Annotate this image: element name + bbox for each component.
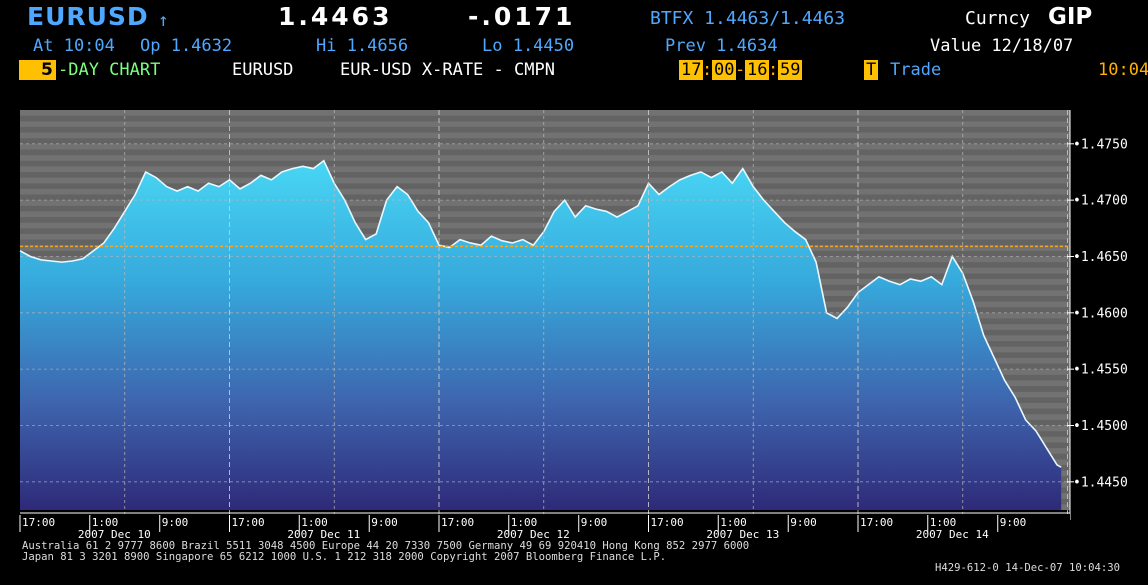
footer-line-1: Australia 61 2 9777 8600 Brazil 5511 304… [22,540,749,552]
time-label: At 10:04 [33,36,115,56]
end-minute-field[interactable]: 59 [778,60,803,80]
price-area [20,160,1062,510]
x-tick-label: 9:00 [581,516,608,529]
x-tick-label: 9:00 [1000,516,1027,529]
y-tick-label: •1.4700 [1073,194,1128,209]
x-tick-label: 9:00 [790,516,817,529]
y-tick-label: •1.4650 [1073,250,1128,265]
footer-line-2: Japan 81 3 3201 8900 Singapore 65 6212 1… [22,551,666,563]
header-row-3: 5 -DAY CHART EURUSD EUR-USD X-RATE - CMP… [0,60,1148,82]
x-tick-label: 1:00 [92,516,119,529]
footer-line-3: H429-612-0 14-Dec-07 10:04:30 [935,562,1120,574]
background-band [20,110,1070,116]
background-band [20,160,1070,167]
y-tick-label: •1.4450 [1073,475,1128,490]
x-tick-label: 1:00 [511,516,538,529]
header-row-1: EURUSD ↑ 1.4463 -.0171 BTFX 1.4463/1.446… [0,2,1148,34]
x-tick-label: 17:00 [232,516,265,529]
x-tick-label: 17:00 [651,516,684,529]
high-price: Hi 1.4656 [316,36,409,56]
days-selector[interactable]: 5 [19,60,56,80]
y-tick-label: •1.4500 [1073,419,1128,434]
background-band [20,183,1070,189]
security-type: Curncy [965,8,1031,29]
value-date: Value 12/18/07 [930,36,1074,56]
background-band [20,205,1070,212]
background-band [20,115,1070,122]
x-day-label: 2007 Dec 14 [916,528,989,541]
y-axis: •1.4450 •1.4500 •1.4550 •1.4600 •1.4650 •1.47… [1067,110,1128,520]
x-tick-label: 1:00 [301,516,328,529]
background-band [20,121,1070,127]
clock: 10:04 [1098,60,1148,80]
x-tick-label: 17:00 [860,516,893,529]
low-price: Lo 1.4450 [482,36,575,56]
start-minute-field[interactable]: 00 [712,60,737,80]
time-dash: - [735,60,746,80]
y-tick-label: •1.4600 [1073,306,1128,321]
end-hour-field[interactable]: 16 [745,60,770,80]
security-description: EUR-USD X-RATE - CMPN [340,60,555,80]
background-band [20,177,1070,184]
background-band [20,149,1070,156]
x-tick-label: 1:00 [720,516,747,529]
x-day-label: 2007 Dec 13 [706,528,779,541]
background-band [20,200,1070,206]
x-day-label: 2007 Dec 11 [287,528,360,541]
background-band [20,132,1070,139]
x-day-label: 2007 Dec 12 [497,528,570,541]
background-band [20,166,1070,172]
background-band [20,138,1070,144]
x-tick-label: 9:00 [371,516,398,529]
background-band [20,217,1070,223]
background-band [20,155,1070,161]
up-arrow-icon: ↑ [158,10,169,31]
background-band [20,126,1070,133]
x-axis-band [20,514,1070,536]
x-day-label: 2007 Dec 10 [78,528,151,541]
prev-close: Prev 1.4634 [665,36,778,56]
header-row-2: At 10:04 Op 1.4632 Hi 1.4656 Lo 1.4450 P… [0,36,1148,58]
trade-type-field[interactable]: T [864,60,879,80]
x-tick-label: 17:00 [22,516,55,529]
background-band [20,143,1070,150]
background-band [20,171,1070,178]
last-price: 1.4463 [278,2,393,31]
price-chart: •1.4450 •1.4500 •1.4550 •1.4600 •1.4650 •1.47… [19,110,1128,574]
x-tick-label: 1:00 [930,516,957,529]
background-band [20,222,1070,229]
gip-function[interactable]: GIP [1048,4,1093,30]
day-chart-label: -DAY CHART [58,60,161,80]
time-colon-2: : [768,60,779,80]
background-band [20,188,1070,195]
x-axis: 17:00 1:00 9:00 2007 Dec 10 17:00 1:00 9:00 200… [19,512,1070,541]
bid-ask-quote: BTFX 1.4463/1.4463 [650,8,846,29]
chart-ticker: EURUSD [232,60,294,80]
net-change: -.0171 [468,2,576,31]
trade-type-label: Trade [890,60,942,80]
x-tick-label: 9:00 [162,516,189,529]
background-band [20,211,1070,218]
start-hour-field[interactable]: 17 [679,60,704,80]
grid-lines [20,110,1070,520]
y-tick-label: •1.4750 [1073,137,1128,152]
y-tick-label: •1.4550 [1073,363,1128,378]
ticker[interactable]: EURUSD [27,2,149,31]
background-band [20,194,1070,201]
time-colon: : [702,60,713,80]
open-price: Op 1.4632 [140,36,233,56]
x-tick-label: 17:00 [441,516,474,529]
